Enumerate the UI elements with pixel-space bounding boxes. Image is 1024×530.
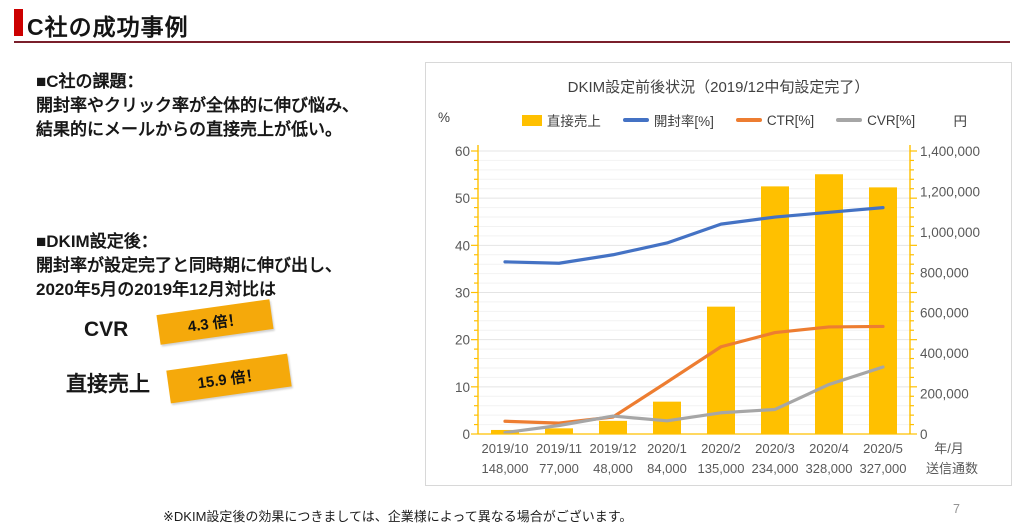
right-axis-unit-label: 円 (953, 114, 968, 129)
right-tick-label: 1,000,000 (920, 225, 980, 240)
chart-card: DKIM設定前後状況（2019/12中旬設定完了） % 直接売上 開封率[%] … (425, 62, 1012, 486)
result-badge-cvr: 4.3 倍！ (156, 299, 274, 345)
legend-item-cvr: CVR[%] (836, 113, 915, 128)
right-tick-label: 600,000 (920, 306, 969, 321)
line-series-0 (503, 205, 885, 265)
right-tick-label: 800,000 (920, 265, 969, 280)
x-label-month: 2020/5 (863, 441, 903, 456)
right-tick-label: 1,400,000 (920, 144, 980, 159)
result-badge-direct-sales: 15.9 倍！ (166, 353, 292, 404)
after-line2: 2020年5月の2019年12月対比は (36, 280, 277, 300)
x-axis-title-month: 年/月 (934, 441, 964, 456)
legend-label: CVR[%] (867, 112, 916, 128)
legend-label: 開封率[%] (653, 114, 714, 129)
left-tick-label: 40 (455, 238, 470, 253)
line-swatch-icon (735, 118, 762, 122)
right-tick-label: 1,200,000 (920, 184, 980, 199)
x-label-send-count: 77,000 (539, 461, 579, 476)
left-tick-label: 0 (462, 427, 470, 442)
chart-plot: 0 10 20 30 40 50 60 0 200,000 400,000 600,000 800,0… (455, 144, 980, 476)
problem-line2: 結果的にメールからの直接売上が低い。 (36, 120, 342, 140)
left-tick-label: 50 (455, 191, 470, 206)
line-series-1 (503, 324, 885, 425)
bar-2 (599, 420, 627, 434)
legend-item-ctr: CTR[%] (735, 112, 815, 128)
x-label-send-count: 135,000 (698, 461, 745, 476)
bar-1 (545, 428, 573, 434)
after-dkim-block: ■DKIM設定後： 開封率が設定完了と同時期に伸び出し、 2020年5月の201… (36, 230, 431, 302)
chart-legend: 直接売上 開封率[%] CTR[%] CVR[%] (486, 110, 951, 130)
left-axis-unit-label: % (438, 110, 451, 125)
chart-title: DKIM設定前後状況（2019/12中旬設定完了） (567, 79, 870, 96)
line-swatch-icon (836, 118, 863, 122)
x-label-month: 2019/10 (482, 441, 529, 456)
x-label-month: 2020/3 (755, 441, 795, 456)
problem-line1: 開封率やクリック率が全体的に伸び悩み、 (36, 96, 359, 116)
x-label-send-count: 84,000 (647, 461, 687, 476)
right-tick-label: 0 (920, 427, 928, 442)
x-axis-title-send-count: 送信通数 (926, 461, 978, 476)
legend-item-direct-sales: 直接売上 (521, 110, 601, 130)
title-accent-bar (14, 9, 23, 36)
left-tick-label: 20 (455, 333, 470, 348)
left-tick-label: 10 (455, 380, 470, 395)
after-heading: ■DKIM設定後： (36, 232, 158, 251)
x-label-month: 2019/12 (590, 441, 637, 456)
problem-block: ■C社の課題： 開封率やクリック率が全体的に伸び悩み、 結果的にメールからの直接… (36, 70, 431, 142)
legend-item-open-rate: 開封率[%] (622, 110, 714, 130)
bar-7 (869, 187, 897, 434)
problem-heading: ■C社の課題： (36, 72, 144, 91)
x-label-send-count: 148,000 (482, 461, 529, 476)
x-label-send-count: 234,000 (752, 461, 799, 476)
x-label-month: 2020/1 (647, 441, 687, 456)
right-tick-label: 200,000 (920, 387, 969, 402)
x-label-send-count: 48,000 (593, 461, 633, 476)
legend-label: 直接売上 (546, 114, 601, 129)
line-swatch-icon (622, 118, 649, 122)
x-label-send-count: 327,000 (860, 461, 907, 476)
x-label-month: 2019/11 (536, 441, 582, 456)
bar-5 (761, 186, 789, 434)
bar-swatch-icon (521, 114, 542, 126)
bar-6 (815, 174, 843, 434)
result-label-direct-sales: 直接売上 (66, 373, 150, 396)
x-label-month: 2020/4 (809, 441, 849, 456)
page-title: C社の成功事例 (27, 14, 189, 40)
right-tick-label: 400,000 (920, 346, 969, 361)
result-label-cvr: CVR (84, 318, 129, 341)
x-label-send-count: 328,000 (806, 461, 853, 476)
x-label-month: 2020/2 (701, 441, 741, 456)
title-divider (14, 41, 1010, 43)
left-tick-label: 30 (455, 286, 470, 301)
line-series-2 (503, 365, 885, 435)
disclaimer-footnote: ※DKIM設定後の効果につきましては、企業様によって異なる場合がございます。 (163, 509, 633, 524)
after-line1: 開封率が設定完了と同時期に伸び出し、 (36, 256, 342, 276)
left-tick-label: 60 (455, 144, 470, 159)
page-number: 7 (953, 502, 960, 516)
legend-label: CTR[%] (766, 112, 815, 128)
